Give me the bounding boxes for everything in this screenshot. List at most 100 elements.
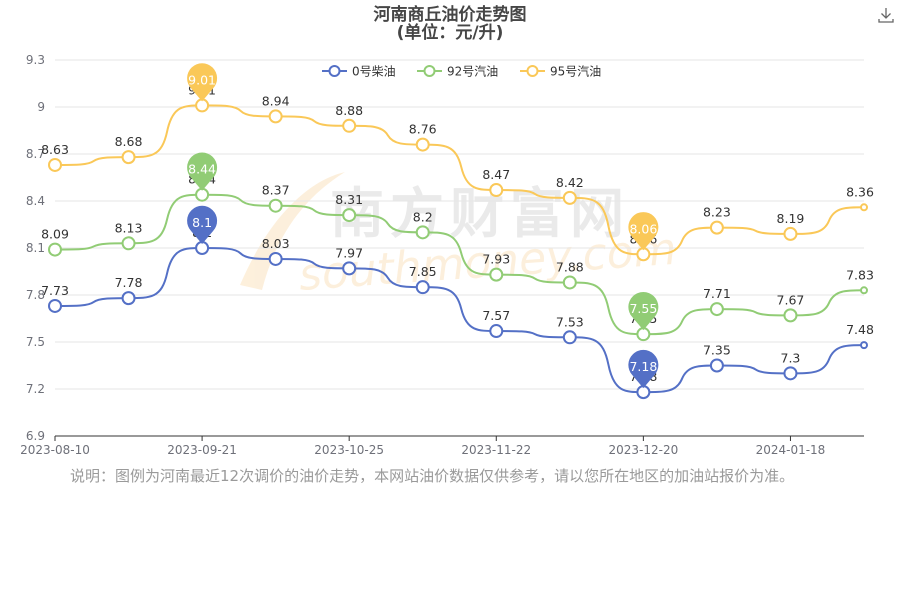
- data-point[interactable]: [562, 190, 577, 205]
- data-label: 7.57: [482, 308, 510, 323]
- data-point[interactable]: [121, 291, 136, 306]
- data-label: 8.2: [413, 209, 433, 224]
- data-label: 8.09: [41, 227, 69, 242]
- data-label: 7.35: [703, 343, 731, 358]
- data-label: 7.71: [703, 286, 731, 301]
- data-point[interactable]: [860, 203, 868, 212]
- x-tick-label: 2023-11-22: [461, 443, 531, 457]
- max-marker: 9.01: [187, 63, 218, 102]
- series-line: [54, 104, 865, 256]
- data-point[interactable]: [860, 341, 868, 350]
- min-marker-text: 7.55: [629, 301, 657, 316]
- data-point[interactable]: [562, 330, 577, 345]
- x-tick-label: 2023-10-25: [314, 443, 384, 457]
- data-label: 8.94: [262, 93, 290, 108]
- y-tick-label: 7.5: [26, 335, 45, 349]
- series-line: [54, 193, 865, 336]
- y-tick-label: 8.7: [26, 147, 45, 161]
- series-0: [48, 241, 868, 400]
- chart-subtitle: (单位：元/升): [397, 22, 504, 43]
- y-tick-label: 8.1: [26, 241, 45, 255]
- min-marker: 8.06: [628, 212, 659, 251]
- legend-symbol: [328, 65, 341, 77]
- watermark: 南方财富网 southmoney.com: [240, 172, 678, 301]
- legend-item-1[interactable]: 92号汽油: [417, 64, 498, 79]
- data-point[interactable]: [342, 261, 357, 276]
- data-label: 8.76: [409, 122, 437, 137]
- max-marker: 8.44: [187, 152, 218, 191]
- series-lines: [48, 98, 868, 400]
- legend-label: 92号汽油: [447, 64, 498, 79]
- data-label: 7.73: [41, 283, 69, 298]
- data-label: 8.47: [482, 167, 510, 182]
- data-point[interactable]: [783, 308, 798, 323]
- data-label: 8.19: [777, 211, 805, 226]
- series-line: [54, 246, 865, 394]
- data-point[interactable]: [562, 275, 577, 290]
- data-point[interactable]: [48, 298, 62, 313]
- min-marker-shape: [628, 291, 659, 331]
- data-point[interactable]: [415, 137, 430, 152]
- data-label: 7.48: [846, 322, 874, 337]
- min-marker: 7.55: [628, 291, 659, 331]
- data-label: 7.3: [781, 350, 801, 365]
- data-point[interactable]: [342, 208, 357, 223]
- data-point[interactable]: [415, 280, 430, 295]
- data-label: 7.53: [556, 314, 584, 329]
- max-marker-shape: [187, 152, 218, 191]
- legend-symbol: [526, 65, 539, 77]
- y-tick-label: 8.4: [26, 194, 45, 208]
- chart-title: 河南商丘油价走势图: [374, 4, 527, 25]
- data-label: 8.63: [41, 142, 69, 157]
- data-point[interactable]: [709, 358, 724, 373]
- data-point[interactable]: [48, 242, 62, 257]
- min-marker-shape: [628, 349, 659, 389]
- data-point[interactable]: [489, 267, 504, 282]
- data-label: 8.42: [556, 175, 584, 190]
- data-point[interactable]: [121, 150, 136, 165]
- data-label: 7.78: [115, 275, 143, 290]
- series-1: [48, 187, 868, 342]
- legend[interactable]: 0号柴油 92号汽油 95号汽油: [322, 64, 601, 79]
- x-tick-label: 2023-12-20: [608, 443, 678, 457]
- legend-label: 95号汽油: [550, 64, 601, 79]
- data-label: 7.93: [482, 252, 510, 267]
- data-label: 7.88: [556, 259, 584, 274]
- watermark-cn: 南方财富网: [330, 182, 630, 245]
- data-point[interactable]: [268, 109, 283, 124]
- data-point[interactable]: [48, 157, 62, 172]
- x-tick-label: 2023-08-10: [20, 443, 90, 457]
- data-point[interactable]: [783, 366, 798, 381]
- download-icon[interactable]: [876, 5, 896, 25]
- data-point[interactable]: [489, 183, 504, 198]
- max-marker-shape: [187, 63, 218, 102]
- data-point[interactable]: [709, 302, 724, 317]
- min-marker: 7.18: [628, 349, 659, 389]
- data-point[interactable]: [268, 198, 283, 213]
- data-point[interactable]: [860, 286, 868, 295]
- y-tick-label: 6.9: [26, 429, 45, 443]
- data-point[interactable]: [783, 226, 798, 241]
- data-point[interactable]: [489, 324, 504, 339]
- footnote: 说明：图例为河南最近12次调价的油价走势，本网站油价数据仅供参考，请以您所在地区…: [70, 467, 795, 485]
- max-marker: 8.1: [187, 205, 218, 244]
- legend-symbol: [423, 65, 436, 77]
- data-label: 7.83: [846, 267, 874, 282]
- data-point[interactable]: [268, 251, 283, 266]
- min-marker-text: 8.06: [629, 221, 657, 236]
- data-point[interactable]: [121, 236, 136, 251]
- x-tick-label: 2024-01-18: [756, 443, 826, 457]
- min-marker-shape: [628, 212, 659, 251]
- data-label: 7.85: [409, 264, 437, 279]
- extreme-markers: 8.1 7.18 8.44 7.55 9.01 8.06: [187, 63, 659, 389]
- data-label: 8.36: [846, 184, 874, 199]
- data-point[interactable]: [709, 220, 724, 235]
- max-marker-text: 8.44: [188, 162, 216, 177]
- legend-item-0[interactable]: 0号柴油: [322, 65, 396, 79]
- data-label: 7.67: [777, 292, 805, 307]
- legend-item-2[interactable]: 95号汽油: [520, 64, 601, 79]
- data-point[interactable]: [342, 118, 357, 133]
- x-tick-label: 2023-09-21: [167, 443, 237, 457]
- data-point[interactable]: [415, 225, 430, 240]
- data-label: 8.88: [335, 103, 363, 118]
